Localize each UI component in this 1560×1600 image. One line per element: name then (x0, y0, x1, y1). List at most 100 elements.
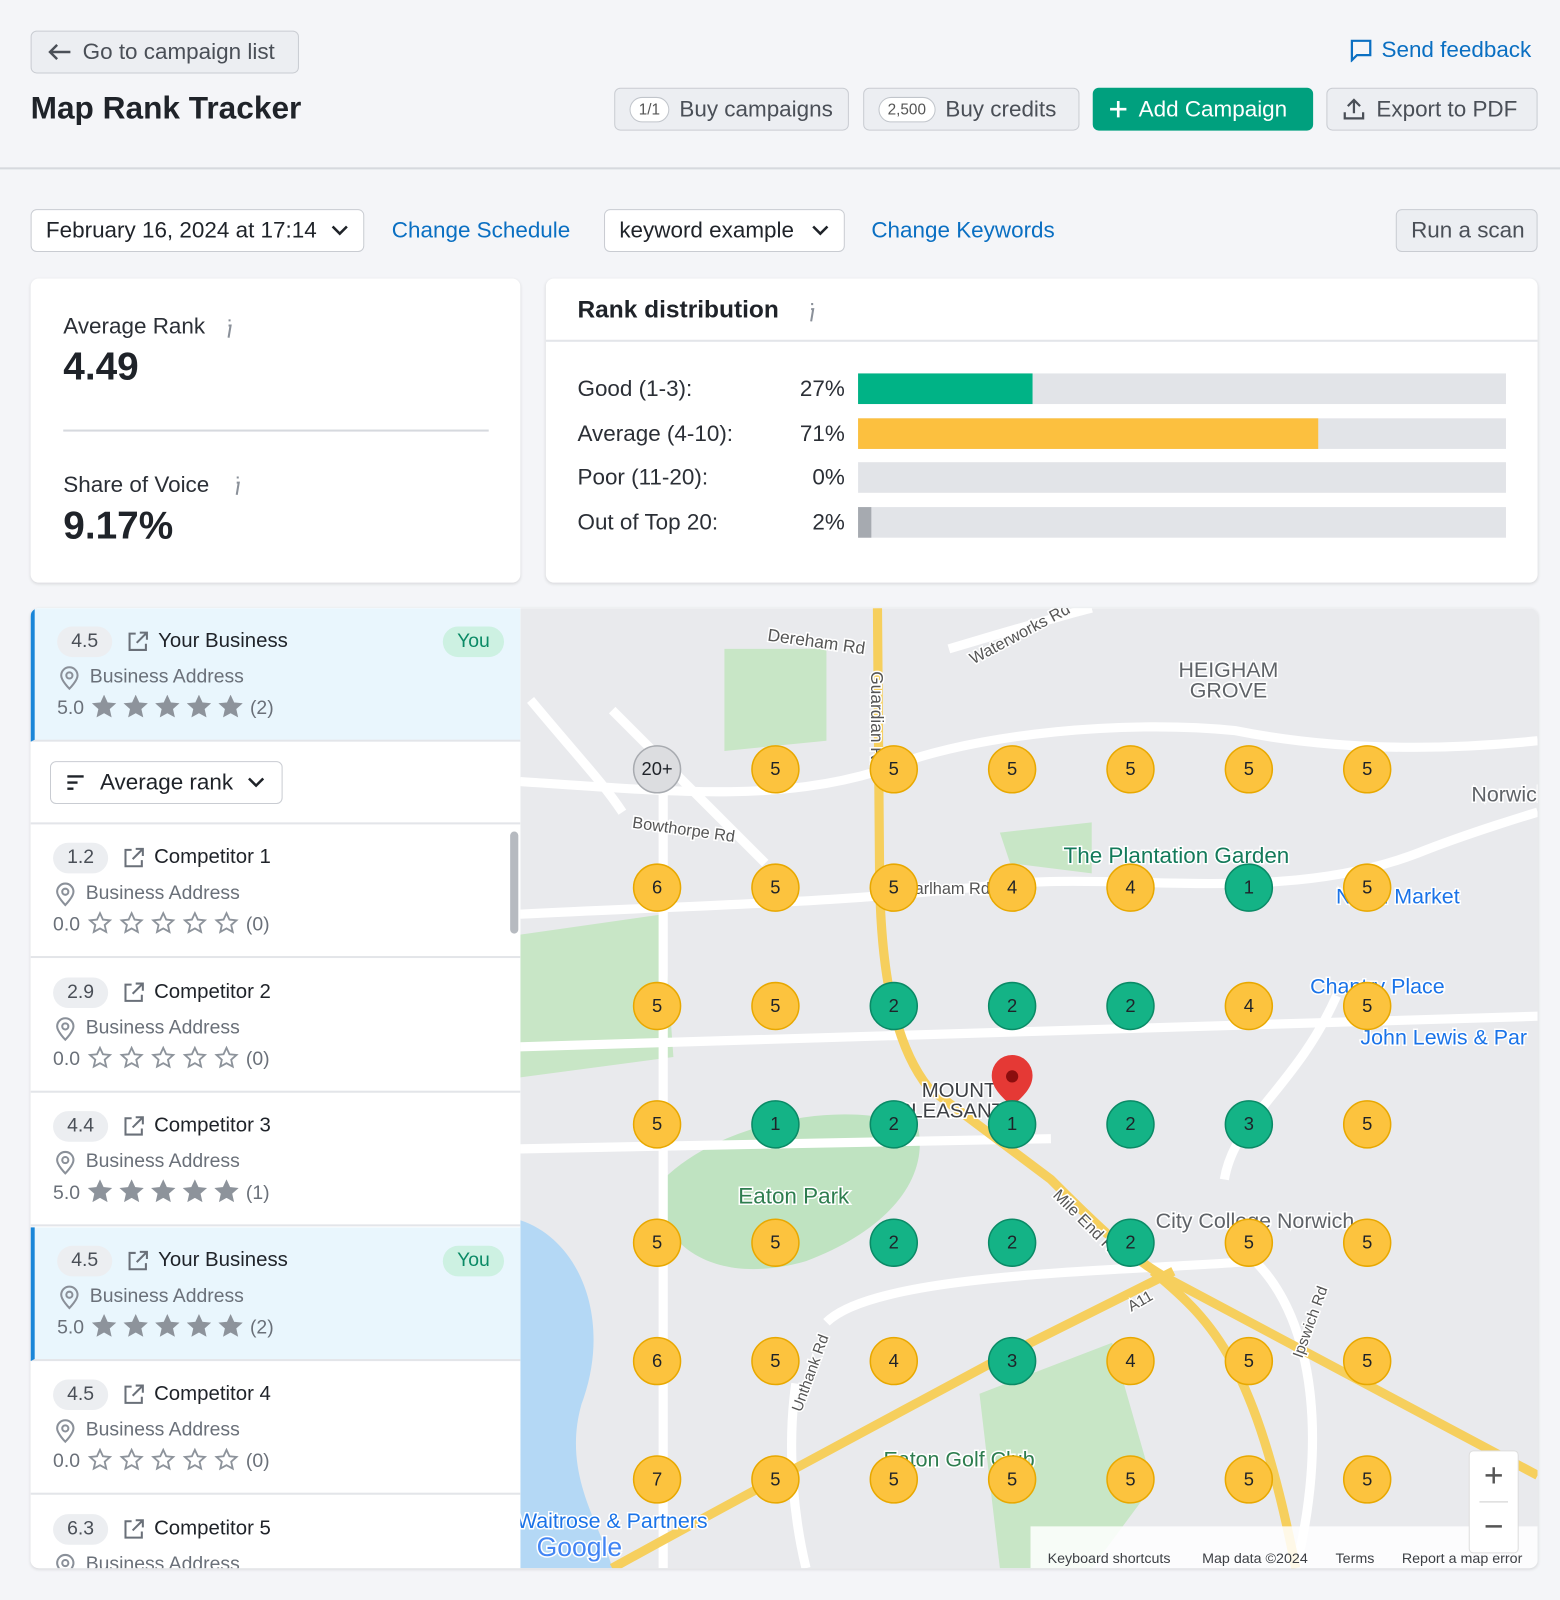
rating-value: 5.0 (57, 1316, 85, 1339)
export-button[interactable]: Export to PDF (1326, 87, 1538, 131)
map-footer-link[interactable]: Keyboard shortcuts (1048, 1551, 1171, 1567)
business-row[interactable]: 4.5 Your Business You Business Address 5.0 (2… (30, 1226, 521, 1361)
metric-value: 4.49 (63, 345, 139, 389)
rating-value: 0.0 (53, 1048, 81, 1070)
park (520, 914, 674, 1078)
buy-campaigns-button[interactable]: 1/1 Buy campaigns (614, 87, 849, 131)
run-scan-button[interactable]: Run a scan (1395, 209, 1538, 253)
icon (65, 671, 74, 680)
star-shape (214, 1045, 239, 1068)
sort-label: Average rank (99, 769, 234, 795)
icon (56, 1016, 75, 1041)
rank-pin-circle (869, 1455, 919, 1504)
rank-pin-label: 5 (1125, 758, 1135, 779)
rank-pin-label: 2 (1125, 1113, 1135, 1134)
map-footer-link[interactable]: Map data ©2024 (1202, 1551, 1308, 1567)
star-shape (186, 694, 212, 718)
rank-pin-circle (632, 1218, 682, 1267)
rank-pin-label: 2 (1125, 995, 1135, 1016)
rank-pin-circle (1224, 1336, 1274, 1386)
review-count: (2) (249, 697, 274, 720)
star (218, 1313, 243, 1337)
keyword-select[interactable]: keyword example (604, 209, 845, 253)
score-pill: 2.9 (53, 976, 109, 1008)
rank-pin-label: 2 (1125, 1232, 1135, 1253)
star (87, 911, 113, 934)
change-schedule-link[interactable]: Change Schedule (391, 217, 571, 243)
feedback-icon (1350, 39, 1372, 63)
add-campaign-button[interactable]: Add Campaign (1092, 87, 1314, 131)
date-label: February 16, 2024 at 17:14 (45, 217, 317, 243)
business-name: Competitor 4 (154, 1382, 271, 1405)
map-label: GROVE (1190, 678, 1267, 702)
rating-value: 0.0 (53, 1450, 81, 1473)
rank-pin-label: 1 (770, 1113, 780, 1134)
rank-pin-label: 5 (1362, 1350, 1372, 1371)
back-button[interactable]: Go to campaign list (30, 30, 299, 74)
category-label: Good (1-3): (577, 375, 693, 401)
feedback-link[interactable]: Send feedback (1349, 37, 1531, 64)
rank-pin-label: 5 (1362, 1232, 1372, 1253)
map-label: Waitrose & Partners (520, 1509, 707, 1533)
business-row[interactable]: 2.9 Competitor 2 Business Address 0.0 (0) (30, 959, 521, 1093)
icon (61, 1021, 70, 1030)
business-row[interactable]: 4.5 Competitor 4 Business Address 0.0 (0) (30, 1361, 521, 1495)
business-address: Business Address (85, 1016, 240, 1039)
date-select[interactable]: February 16, 2024 at 17:14 (30, 209, 365, 253)
plus-icon (1110, 101, 1127, 118)
rank-pin-circle (869, 1336, 919, 1386)
star-shape (182, 911, 208, 934)
card-title: Rank distribution (577, 295, 779, 324)
rank-pin-circle (632, 981, 682, 1031)
star (182, 1179, 208, 1203)
star-shape (151, 1045, 176, 1068)
map-label: PLEASANT (898, 1101, 1005, 1123)
business-address: Business Address (89, 1285, 244, 1307)
location-dot (1006, 1070, 1019, 1083)
rank-pin-label: 5 (1362, 995, 1372, 1016)
business-row[interactable]: 4.5 Your Business You Business Address 5.0 (2… (30, 608, 521, 742)
zoom-in[interactable] (1485, 1467, 1502, 1484)
rank-pin-label: 2 (1007, 1232, 1017, 1253)
business-row[interactable]: 6.3 Competitor 5 Business Address (31, 1495, 521, 1569)
star (186, 694, 212, 718)
sort-select[interactable]: Average rank (49, 761, 283, 804)
rank-pin-label: 5 (652, 995, 662, 1016)
change-keywords-link[interactable]: Change Keywords (871, 217, 1055, 243)
star (151, 911, 176, 934)
business-row[interactable]: 1.2 Competitor 1 Business Address 0.0 (0) (30, 824, 521, 959)
category-label: Average (4-10): (577, 419, 734, 446)
business-name: Competitor 2 (154, 979, 271, 1003)
rank-pin-label: 2 (1007, 995, 1017, 1016)
business-row[interactable]: 4.4 Competitor 3 Business Address 5.0 (1) (30, 1093, 521, 1227)
zoom-control (1468, 1450, 1519, 1554)
map-footer-link[interactable]: Terms (1336, 1551, 1375, 1567)
rank-pin-label: 2 (889, 1113, 899, 1134)
map-label: Eaton Park (738, 1184, 850, 1209)
star-shape (87, 911, 113, 934)
rank-pin-circle (1342, 1455, 1392, 1504)
business-address: Business Address (85, 1419, 240, 1441)
map-footer-link[interactable]: Report a map error (1402, 1551, 1523, 1567)
rank-pin-circle (1106, 981, 1155, 1031)
arrow-icon (48, 44, 71, 61)
map-label: Guardian Rd (867, 671, 887, 769)
icon (56, 1553, 75, 1569)
rank-pin-label: 5 (770, 1468, 780, 1489)
business-name: Competitor 1 (154, 845, 271, 869)
star (214, 1179, 239, 1203)
star-shape (151, 1179, 176, 1203)
park (979, 1342, 1153, 1569)
rank-pin-circle (987, 1336, 1037, 1386)
category-label: Out of Top 20: (577, 508, 719, 535)
rank-pin-label: 4 (1125, 877, 1135, 898)
rank-pin-circle (987, 863, 1037, 912)
rank-pin-label: 6 (652, 877, 662, 898)
back-label: Go to campaign list (82, 38, 275, 65)
buy-credits-button[interactable]: 2,500 Buy credits (863, 87, 1080, 131)
star-shape (119, 1045, 144, 1068)
business-address: Business Address (85, 1150, 240, 1173)
map-label: Norwich (1471, 782, 1537, 806)
water (520, 1220, 613, 1569)
